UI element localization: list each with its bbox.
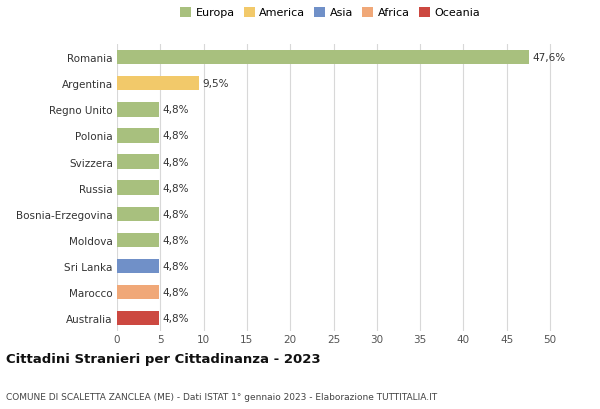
- Text: Cittadini Stranieri per Cittadinanza - 2023: Cittadini Stranieri per Cittadinanza - 2…: [6, 352, 320, 365]
- Bar: [117, 155, 158, 169]
- Text: COMUNE DI SCALETTA ZANCLEA (ME) - Dati ISTAT 1° gennaio 2023 - Elaborazione TUTT: COMUNE DI SCALETTA ZANCLEA (ME) - Dati I…: [6, 392, 437, 401]
- Text: 9,5%: 9,5%: [203, 79, 229, 89]
- Bar: [117, 311, 158, 326]
- Legend: Europa, America, Asia, Africa, Oceania: Europa, America, Asia, Africa, Oceania: [180, 8, 480, 18]
- Bar: [117, 51, 529, 65]
- Text: 4,8%: 4,8%: [162, 287, 188, 297]
- Text: 4,8%: 4,8%: [162, 313, 188, 323]
- Bar: [117, 129, 158, 143]
- Bar: [117, 103, 158, 117]
- Text: 47,6%: 47,6%: [533, 53, 566, 63]
- Bar: [117, 207, 158, 221]
- Text: 4,8%: 4,8%: [162, 157, 188, 167]
- Bar: [117, 233, 158, 247]
- Text: 4,8%: 4,8%: [162, 183, 188, 193]
- Text: 4,8%: 4,8%: [162, 105, 188, 115]
- Bar: [117, 285, 158, 299]
- Text: 4,8%: 4,8%: [162, 235, 188, 245]
- Text: 4,8%: 4,8%: [162, 209, 188, 219]
- Bar: [117, 181, 158, 196]
- Text: 4,8%: 4,8%: [162, 261, 188, 271]
- Bar: [117, 259, 158, 273]
- Bar: [117, 77, 199, 91]
- Text: 4,8%: 4,8%: [162, 131, 188, 141]
